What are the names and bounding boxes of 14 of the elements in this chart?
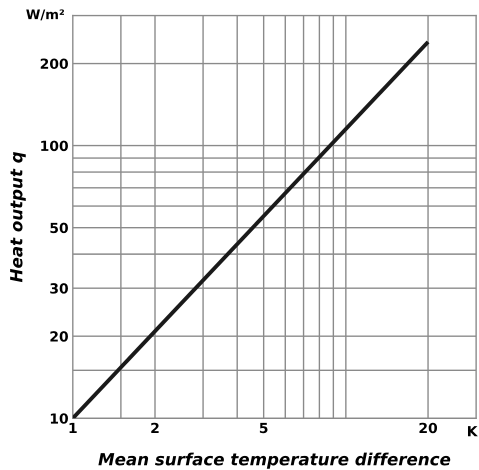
text: K [468,426,478,436]
y-tick-label: 10 [50,413,68,424]
text: W/m² [26,9,64,20]
y-axis-title: Heat output q [10,152,26,282]
x-axis-title: Mean surface temperature difference [98,452,450,469]
x-tick-label: 2 [151,422,159,434]
y-tick-label: 20 [50,331,68,342]
x-tick-label: 20 [419,422,438,434]
x-tick-label: 5 [260,422,268,434]
y-tick-label: 30 [50,283,68,294]
x-tick-label: 1 [70,422,77,434]
y-tick-label: 200 [40,58,68,69]
y-tick-label: 50 [50,222,68,234]
y-tick-label: 100 [41,140,68,152]
